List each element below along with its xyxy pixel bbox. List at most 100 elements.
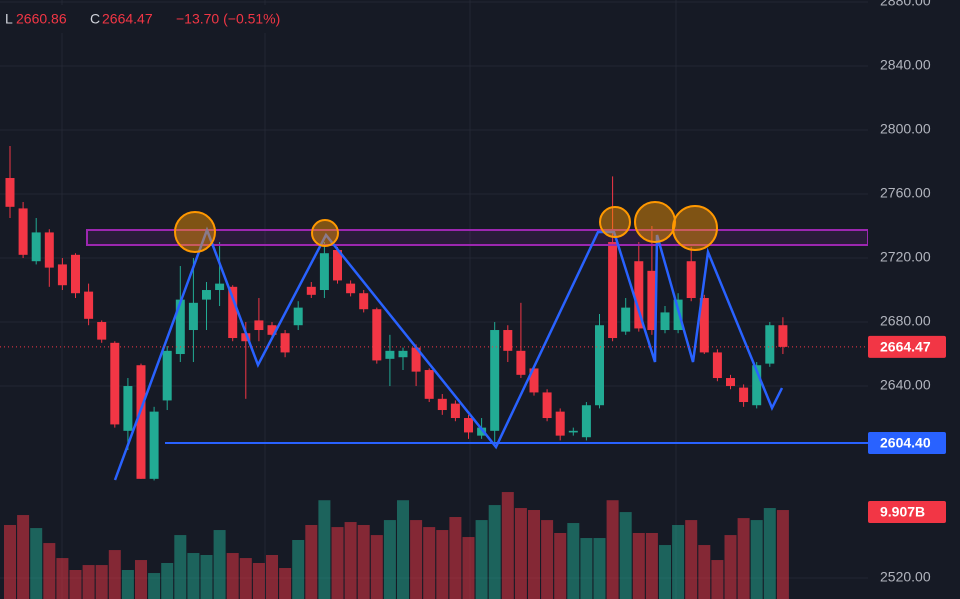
- volume-bar: [82, 565, 95, 599]
- candle-body: [673, 299, 683, 331]
- volume-bar: [161, 562, 174, 599]
- y-tick-label: 2680.00: [880, 313, 931, 329]
- volume-bar: [619, 512, 632, 599]
- volume-bar: [318, 500, 331, 599]
- candle-body: [464, 418, 473, 433]
- low-value: 2660.86: [16, 11, 67, 27]
- volume-bar: [659, 545, 671, 599]
- volume-pane: [4, 492, 789, 599]
- volume-bar: [606, 500, 619, 599]
- y-tick-label: 2760.00: [880, 185, 931, 201]
- candle-body: [595, 325, 604, 406]
- candle-body: [333, 250, 342, 281]
- volume-bar: [108, 550, 121, 599]
- volume-bar: [528, 510, 540, 599]
- candle-body: [634, 261, 644, 329]
- candle-body: [97, 322, 107, 340]
- candle-body: [739, 387, 749, 403]
- volume-bar: [632, 532, 645, 599]
- candle-body: [385, 350, 395, 359]
- low-prefix: L: [5, 11, 13, 27]
- candle-body: [568, 430, 578, 433]
- candle-body: [621, 307, 631, 332]
- candles: [5, 146, 788, 481]
- volume-bar: [279, 568, 292, 599]
- volume-bar: [645, 532, 658, 599]
- volume-bar: [763, 508, 776, 599]
- close-prefix: C: [90, 11, 100, 27]
- candle-body: [712, 352, 722, 379]
- volume-bar: [292, 540, 305, 599]
- volume-bar: [30, 528, 43, 599]
- candle-body: [306, 286, 316, 295]
- candle-body: [267, 325, 277, 335]
- candle-body: [555, 411, 565, 436]
- volume-bar: [370, 535, 383, 599]
- y-tick-label: 2840.00: [880, 57, 931, 73]
- volume-bar: [121, 569, 134, 599]
- y-tick-label: 2800.00: [880, 121, 931, 137]
- candle-body: [477, 427, 487, 436]
- candle-body: [162, 350, 172, 401]
- candle-body: [123, 386, 133, 431]
- candle-body: [280, 333, 290, 353]
- support-tag-bg: [868, 431, 946, 454]
- volume-bar: [567, 523, 580, 599]
- candle-body: [18, 208, 28, 255]
- candle-body: [450, 403, 460, 419]
- y-tick-label: 2880.00: [880, 0, 931, 9]
- highlight-circle: [311, 219, 339, 247]
- candle-body: [110, 342, 120, 425]
- candle-body: [424, 370, 434, 399]
- volume-bar: [56, 558, 69, 599]
- candle-body: [71, 254, 80, 294]
- candle-body: [372, 309, 382, 361]
- candle-body: [359, 293, 369, 310]
- volume-bar: [200, 554, 213, 599]
- volume-bar: [541, 520, 554, 599]
- candle-body: [215, 283, 225, 291]
- volume-bar: [501, 492, 514, 599]
- volume-bar: [69, 569, 82, 599]
- volume-bar: [135, 560, 147, 599]
- candle-body: [31, 232, 41, 262]
- candle-body: [149, 411, 159, 479]
- ohlc-header: L 2660.86 C 2664.47 −13.70 (−0.51%): [0, 5, 312, 33]
- volume-bar: [449, 517, 462, 599]
- candle-body: [319, 253, 329, 291]
- volume-bar: [148, 573, 161, 599]
- highlight-circle: [599, 206, 631, 238]
- volume-bar: [711, 560, 724, 599]
- volume-bar: [344, 522, 357, 599]
- candle-body: [228, 286, 238, 339]
- volume-bar: [187, 553, 200, 599]
- candle-body: [516, 350, 526, 375]
- candle-body: [660, 312, 670, 331]
- candle-body: [581, 405, 591, 438]
- volume-bar: [580, 538, 593, 599]
- volume-bar: [776, 510, 789, 599]
- volume-bar: [4, 525, 16, 599]
- y-tick-label: 2720.00: [880, 249, 931, 265]
- drawings: [0, 201, 869, 481]
- volume-bar: [750, 520, 763, 599]
- candle-body: [293, 307, 303, 326]
- volume-bar: [475, 520, 488, 599]
- change-value: −13.70 (−0.51%): [176, 11, 280, 27]
- candle-body: [57, 264, 67, 286]
- candle-body: [726, 378, 735, 387]
- candle-body: [44, 232, 54, 268]
- candle-body: [490, 330, 500, 431]
- volume-bar: [213, 530, 226, 599]
- candle-body: [437, 398, 447, 411]
- volume-bar: [357, 525, 370, 599]
- candle-body: [503, 330, 513, 351]
- candle-body: [136, 365, 146, 479]
- volume-bar: [410, 520, 423, 599]
- candle-body: [398, 350, 408, 358]
- volume-bar: [17, 515, 30, 599]
- candle-body: [686, 261, 696, 299]
- highlight-circle: [634, 201, 676, 243]
- volume-bar: [43, 543, 56, 599]
